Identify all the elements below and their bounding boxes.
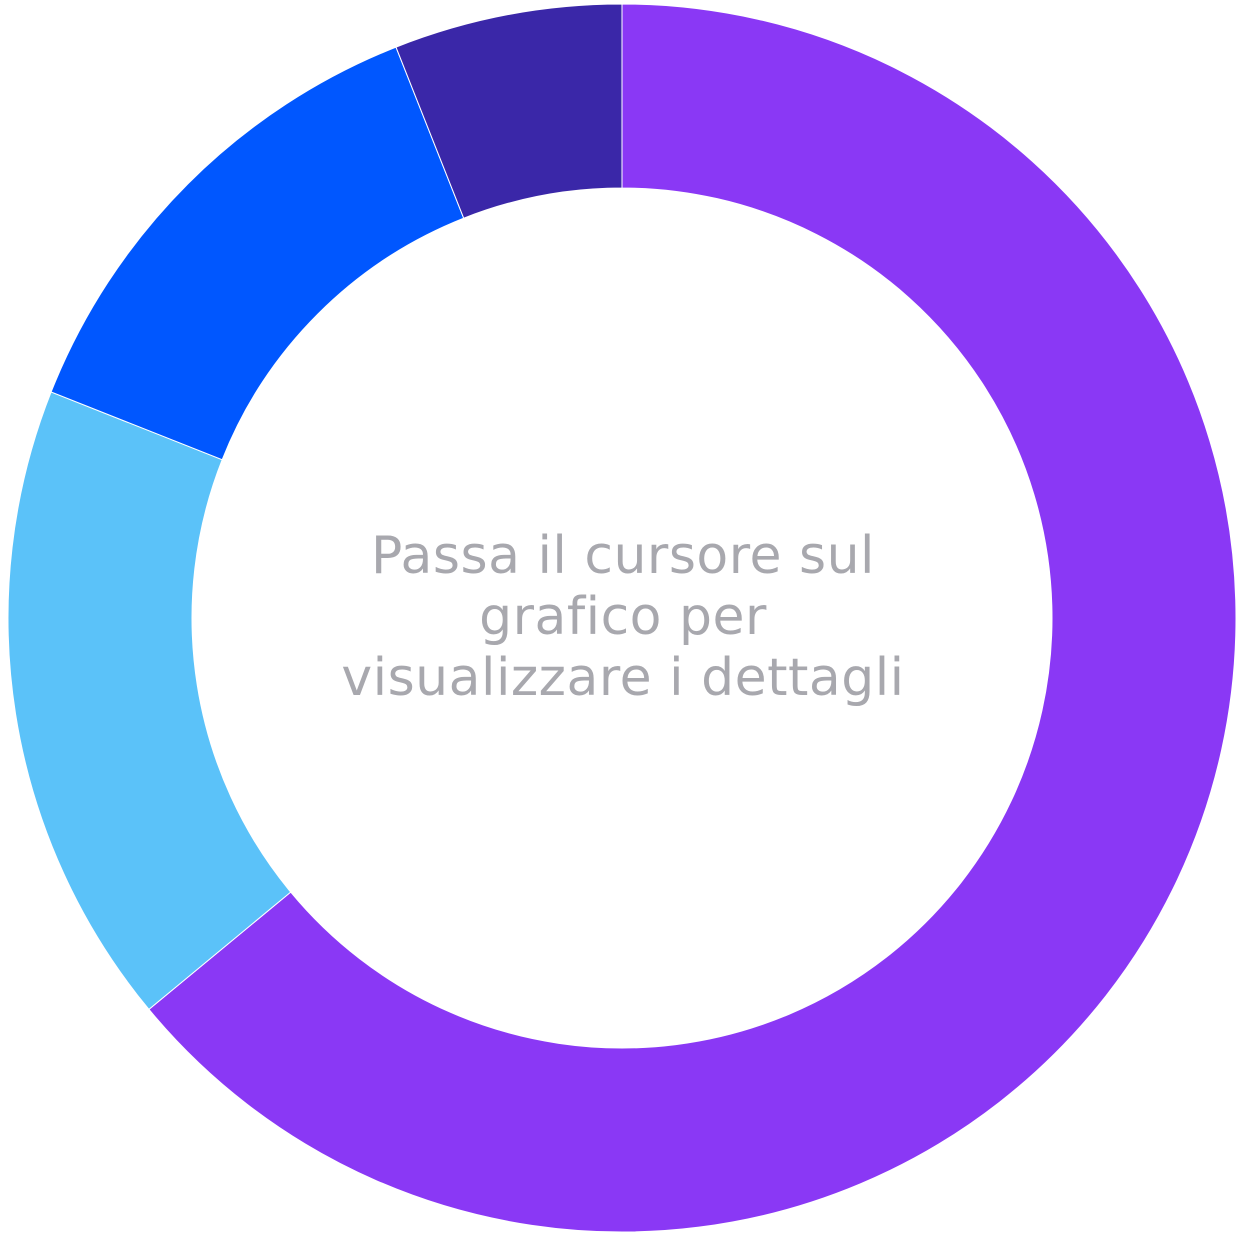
donut-slice-3[interactable] [50, 46, 465, 461]
donut-slices[interactable] [7, 3, 1237, 1233]
donut-slice-2[interactable] [7, 391, 292, 1011]
donut-slice-4[interactable] [395, 3, 623, 219]
donut-slice-1[interactable] [148, 3, 1237, 1233]
